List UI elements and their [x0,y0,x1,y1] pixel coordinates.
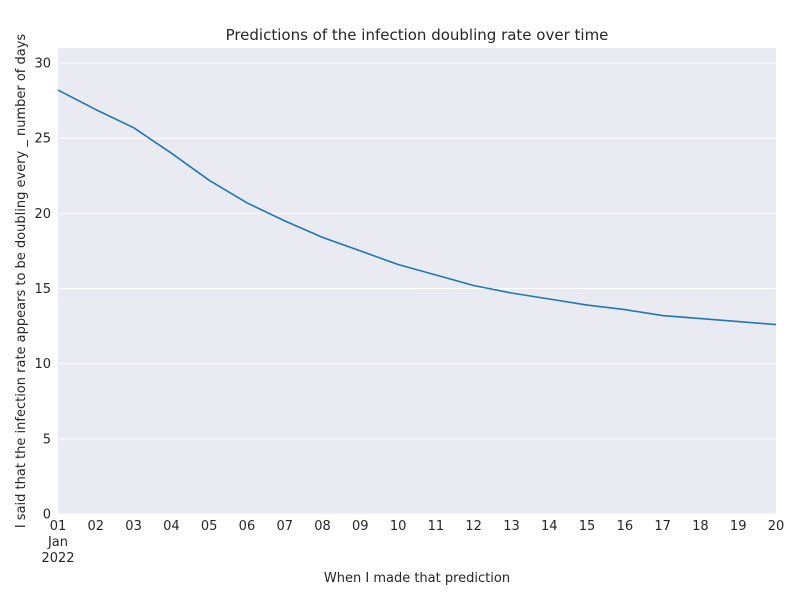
x-tick-label: 01 [50,519,67,534]
x-tick-label: 16 [617,519,634,534]
y-tick-label: 20 [34,207,51,222]
x-tick-label: 03 [125,519,142,534]
x-tick-label: 15 [579,519,596,534]
y-tick-label: 30 [34,57,51,72]
y-axis-label: I said that the infection rate appears t… [14,34,29,529]
y-tick-label: 25 [34,132,51,147]
y-tick-label: 10 [34,357,51,372]
x-tick-label: 12 [465,519,482,534]
plot-area [58,48,776,514]
x-tick-label: 10 [390,519,407,534]
x-tick-label: 11 [428,519,445,534]
x-tick-label: 14 [541,519,558,534]
gridlines [58,62,776,515]
x-tick-label: 20 [768,519,785,534]
x-tick-label: 07 [276,519,293,534]
x-tick-label: 08 [314,519,331,534]
x-tick-month-label: Jan [47,535,68,550]
x-tick-label: 06 [239,519,256,534]
x-tick-label: 02 [88,519,105,534]
y-tick-label: 15 [34,282,51,297]
x-axis-label: When I made that prediction [324,571,510,586]
series-layer [57,89,777,326]
series-line [57,89,777,326]
y-tick-label: 0 [43,508,51,523]
x-axis-ticks: 01 02 03 04 05 06 07 08 09 10 11 12 13 14 15 16 17 18 19 20… [41,519,784,566]
x-tick-label: 19 [730,519,747,534]
x-tick-label: 18 [692,519,709,534]
y-axis-ticks: 0 5 10 15 20 25 30 [34,57,51,523]
chart-title: Predictions of the infection doubling ra… [226,26,609,44]
y-tick-label: 5 [43,432,51,447]
x-tick-year-label: 2022 [41,551,74,566]
x-tick-label: 04 [163,519,180,534]
x-tick-label: 05 [201,519,218,534]
x-tick-label: 13 [503,519,520,534]
x-tick-label: 09 [352,519,369,534]
x-tick-label: 17 [654,519,671,534]
